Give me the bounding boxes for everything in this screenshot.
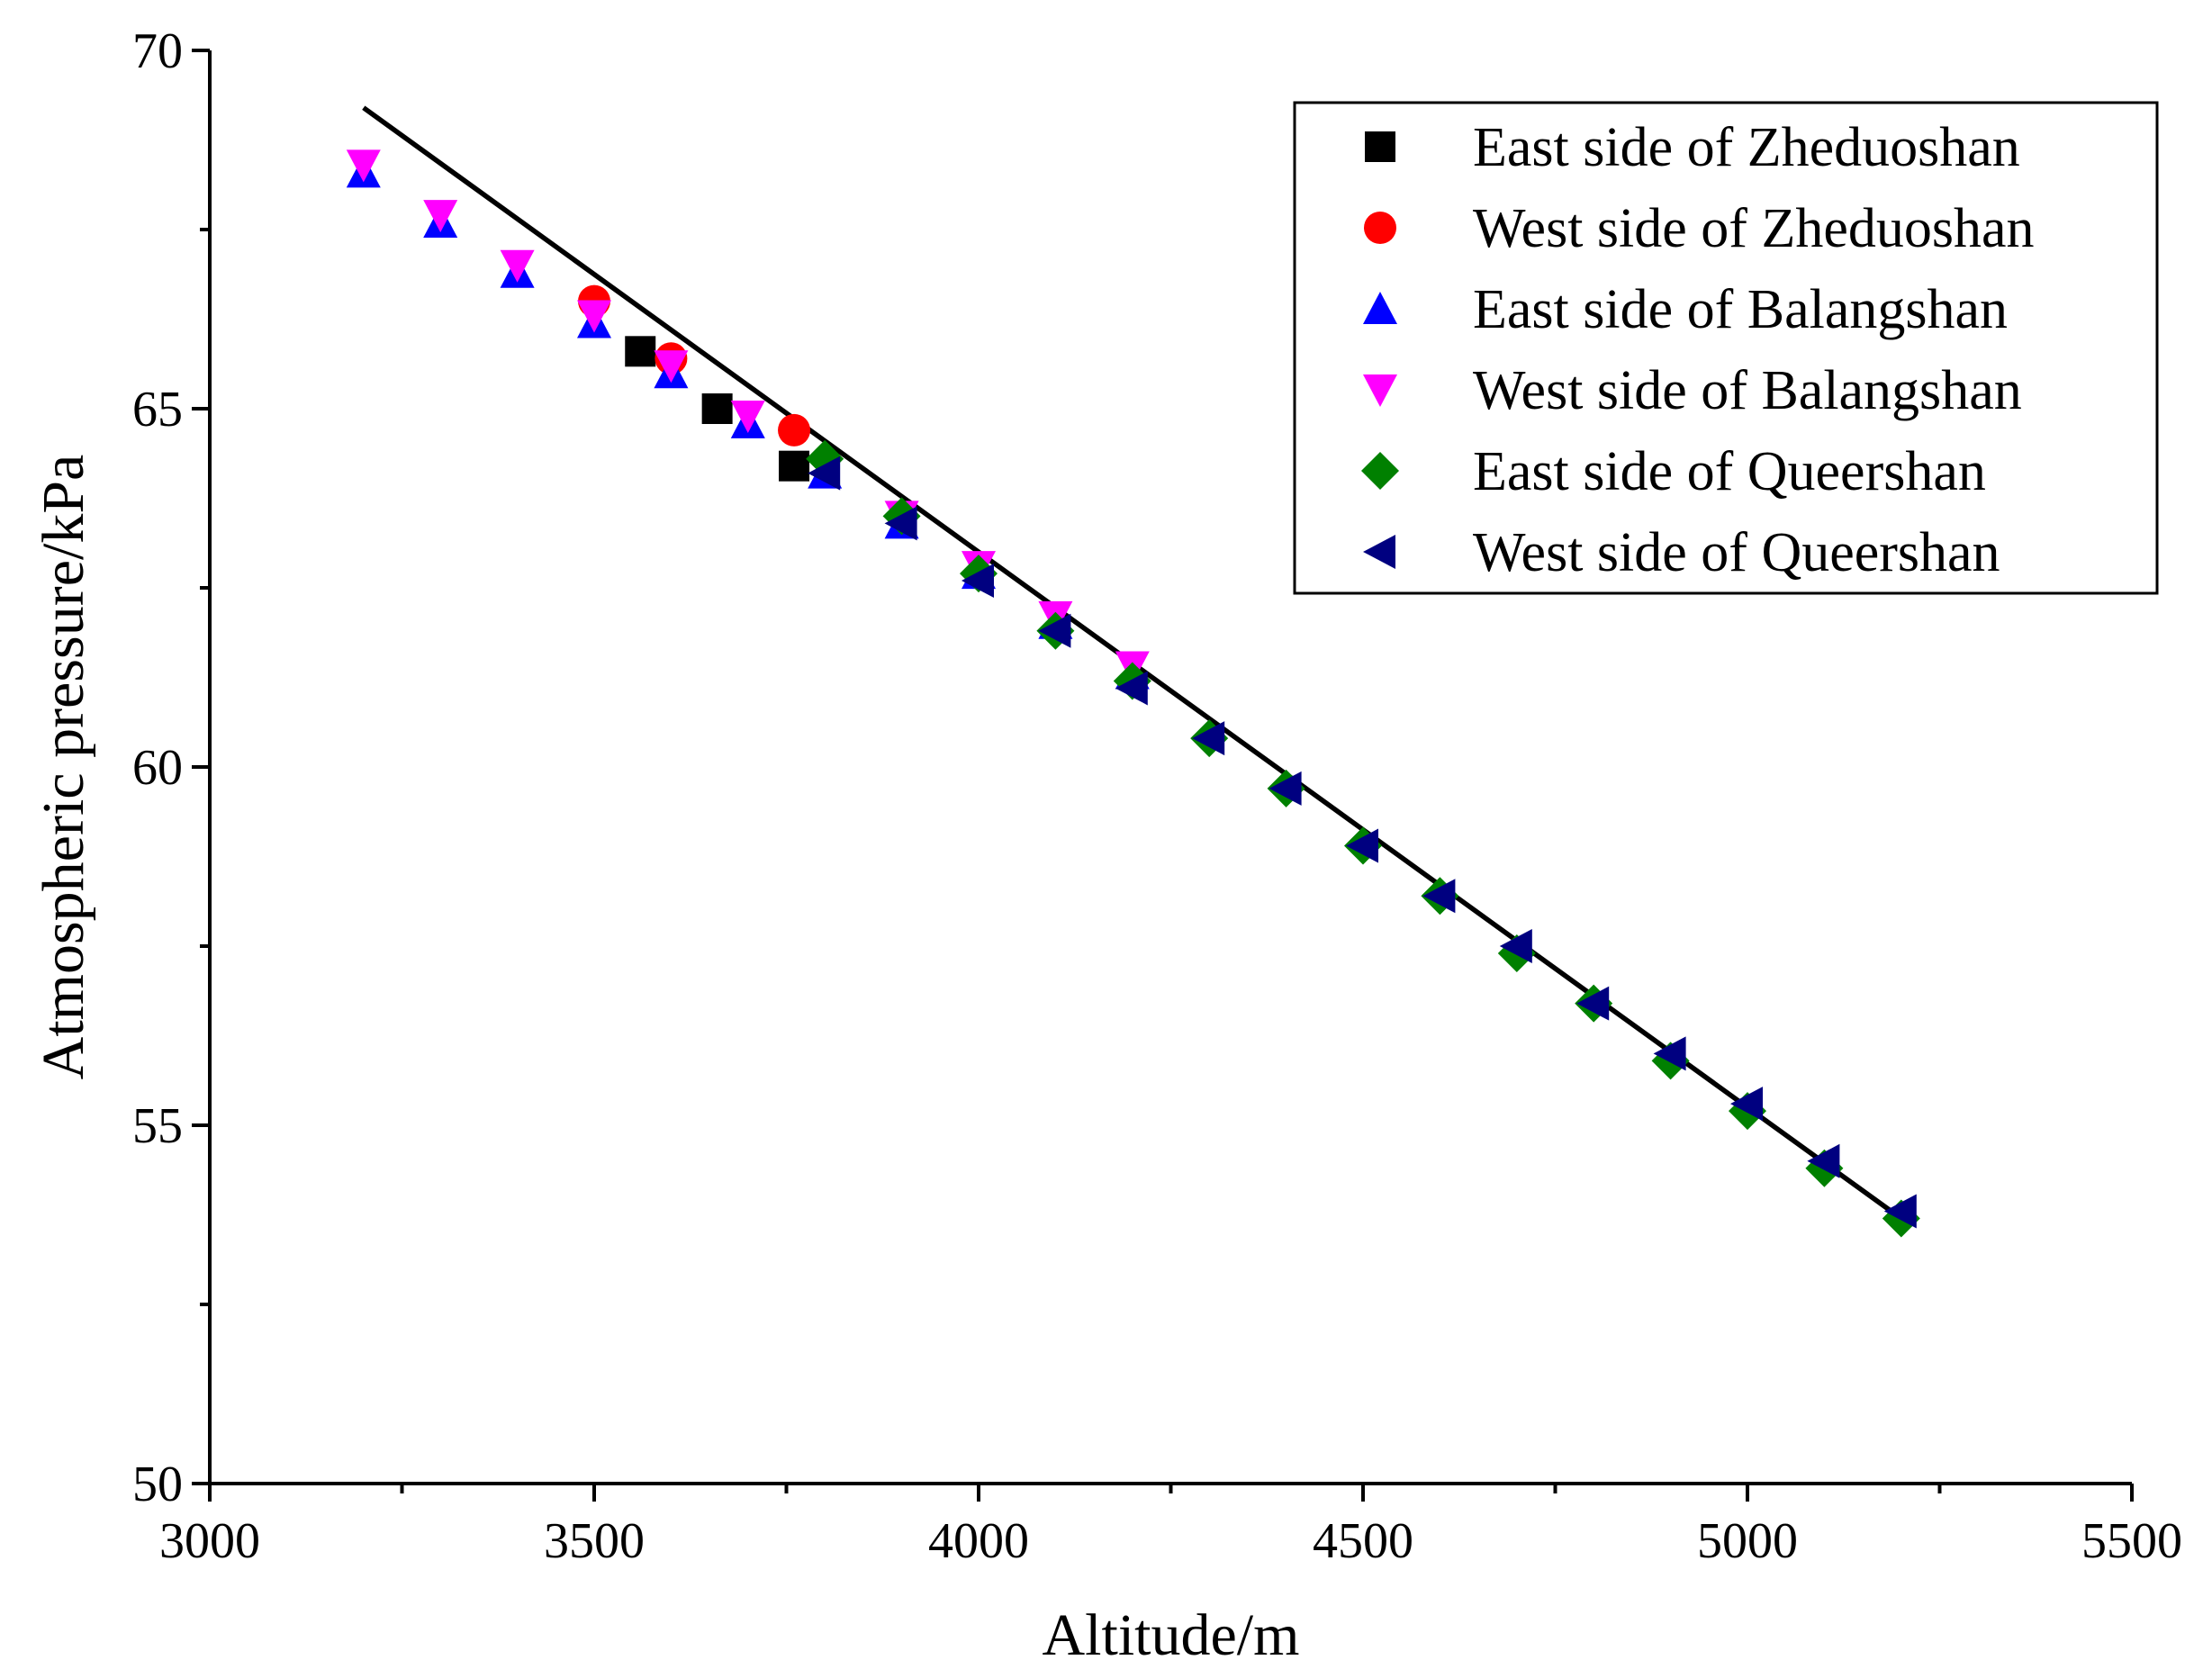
data-point-series-6 <box>1653 1036 1686 1071</box>
legend-marker-4 <box>1363 374 1397 407</box>
x-tick-label: 5500 <box>2081 1513 2182 1569</box>
data-point-series-6 <box>1115 671 1148 706</box>
y-tick-label: 55 <box>132 1098 183 1154</box>
legend: East side of Zheduoshan West side of Zhed… <box>1293 101 2159 595</box>
legend-label-5: East side of Queershan <box>1473 441 1986 502</box>
legend-label-3: East side of Balangshan <box>1473 279 2008 340</box>
x-tick-label: 3500 <box>544 1513 645 1569</box>
data-point-series-1 <box>779 450 810 482</box>
data-point-series-4 <box>346 149 381 183</box>
data-point-series-4 <box>730 400 765 433</box>
y-tick-label: 70 <box>132 23 183 79</box>
legend-marker-2 <box>1364 212 1396 244</box>
legend-label-1: East side of Zheduoshan <box>1473 117 2020 178</box>
x-tick-label: 4000 <box>928 1513 1029 1569</box>
legend-label-6: West side of Queershan <box>1473 522 2000 583</box>
legend-label-2: West side of Zheduoshan <box>1473 198 2034 259</box>
data-point-series-6 <box>1269 771 1302 806</box>
data-point-series-6 <box>1883 1194 1917 1229</box>
data-point-series-4 <box>577 300 611 333</box>
data-point-series-6 <box>1038 613 1071 648</box>
data-point-series-6 <box>1346 828 1378 863</box>
data-point-series-6 <box>1807 1143 1840 1178</box>
legend-marker-1 <box>1365 131 1395 162</box>
data-point-series-4 <box>500 249 535 283</box>
x-tick-label: 5000 <box>1697 1513 1798 1569</box>
data-point-series-6 <box>884 506 917 541</box>
y-tick-label: 60 <box>132 740 183 796</box>
data-point-series-6 <box>1192 721 1225 756</box>
data-point-series-6 <box>1499 929 1532 963</box>
data-point-series-2 <box>778 413 811 447</box>
data-point-series-4 <box>654 350 689 383</box>
axes: 3000 3500 4000 4500 5000 5500 50 55 60 65 70 <box>132 23 2182 1569</box>
x-tick-label: 3000 <box>159 1513 260 1569</box>
data-points <box>346 149 1920 1238</box>
data-point-series-1 <box>625 336 656 367</box>
legend-label-4: West side of Balangshan <box>1473 360 2022 421</box>
data-point-series-1 <box>701 393 733 424</box>
y-tick-label: 65 <box>132 382 183 438</box>
data-point-series-6 <box>1422 879 1456 914</box>
legend-marker-6 <box>1363 535 1395 569</box>
data-point-series-6 <box>808 456 841 491</box>
x-tick-label: 4500 <box>1313 1513 1413 1569</box>
data-point-series-4 <box>423 200 458 233</box>
data-point-series-6 <box>1730 1087 1763 1122</box>
x-axis-title: Altitude/m <box>1043 1602 1300 1668</box>
y-tick-label: 50 <box>132 1457 183 1512</box>
legend-marker-3 <box>1363 292 1397 324</box>
y-axis-title: Atmospheric pressure/kPa <box>31 455 96 1080</box>
data-point-series-6 <box>1576 986 1610 1021</box>
legend-box <box>1293 101 2159 595</box>
axis-labels: Altitude/m Atmospheric pressure/kPa <box>31 455 1299 1668</box>
legend-marker-5 <box>1361 452 1399 490</box>
data-point-series-6 <box>962 564 994 599</box>
